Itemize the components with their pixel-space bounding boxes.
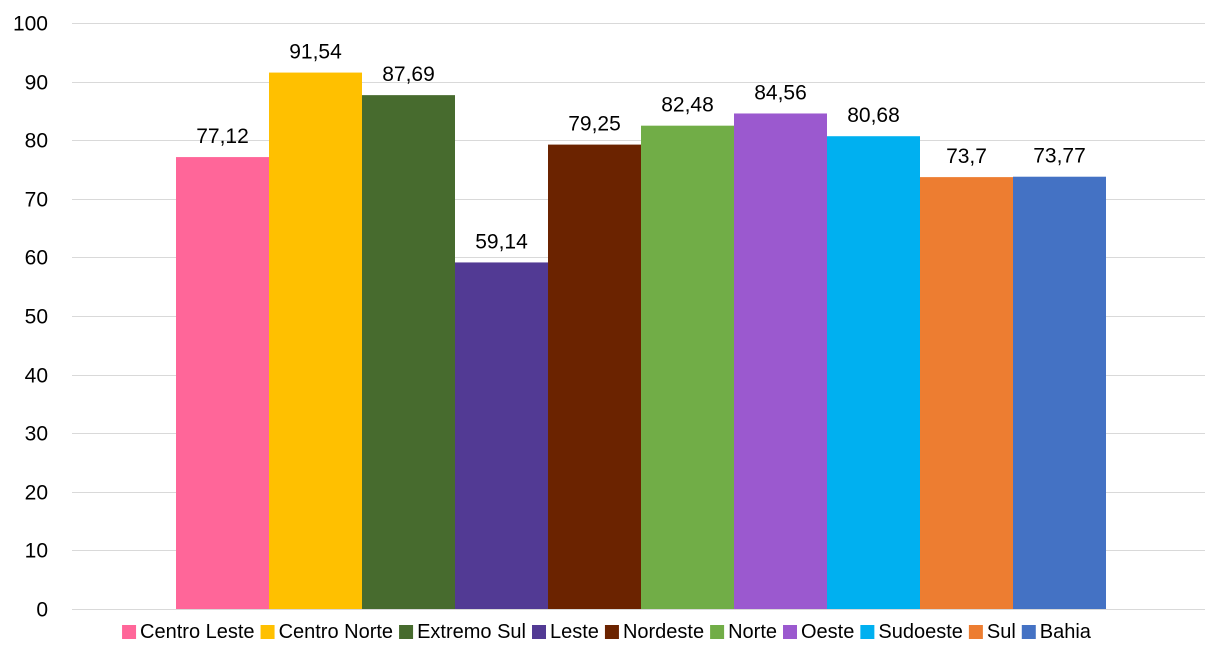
bar-leste xyxy=(455,262,548,609)
bar-norte xyxy=(641,125,734,609)
data-label: 77,12 xyxy=(196,125,249,148)
legend-item-centro-leste: Centro Leste xyxy=(122,621,255,643)
legend-swatch xyxy=(604,625,619,639)
legend-swatch xyxy=(860,625,875,639)
y-tick-label: 30 xyxy=(25,423,48,446)
legend-swatch xyxy=(968,625,983,639)
bar-sudoeste xyxy=(827,136,920,609)
legend-item-nordeste: Nordeste xyxy=(604,621,704,643)
legend-swatch xyxy=(710,625,725,639)
bar-sul xyxy=(920,177,1013,610)
y-axis-tick-labels: 0 10 20 30 40 50 60 70 80 90 100 xyxy=(13,13,48,622)
bar-extremo-sul xyxy=(362,95,455,609)
legend-item-leste: Leste xyxy=(532,621,599,643)
y-tick-label: 50 xyxy=(25,306,48,329)
legend-item-extremo-sul: Extremo Sul xyxy=(399,621,526,643)
legend-label: Centro Leste xyxy=(140,621,255,643)
data-label: 79,25 xyxy=(568,113,621,136)
data-label: 80,68 xyxy=(847,104,900,127)
legend-label: Leste xyxy=(550,621,599,643)
data-label: 84,56 xyxy=(754,81,807,104)
legend-swatch xyxy=(399,625,414,639)
legend-item-bahia: Bahia xyxy=(1021,621,1092,643)
data-label: 87,69 xyxy=(382,63,435,86)
legend-swatch xyxy=(532,625,547,639)
legend-label: Sul xyxy=(987,621,1016,643)
legend-label: Extremo Sul xyxy=(417,621,526,643)
y-tick-label: 0 xyxy=(36,599,48,622)
legend-swatch xyxy=(1021,625,1036,639)
legend: Centro Leste Centro Norte Extremo Sul Leste… xyxy=(122,621,1092,643)
y-tick-label: 80 xyxy=(25,130,48,153)
bars xyxy=(176,72,1106,610)
legend-label: Centro Norte xyxy=(279,621,394,643)
legend-label: Bahia xyxy=(1040,621,1092,643)
legend-label: Oeste xyxy=(801,621,854,643)
y-tick-label: 100 xyxy=(13,13,48,36)
y-tick-label: 40 xyxy=(25,365,48,388)
bar-centro-norte xyxy=(269,72,362,609)
legend-swatch xyxy=(783,625,798,639)
legend-label: Sudoeste xyxy=(878,621,963,643)
legend-label: Norte xyxy=(728,621,777,643)
y-tick-label: 20 xyxy=(25,482,48,505)
bar-nordeste xyxy=(548,144,641,609)
y-tick-label: 60 xyxy=(25,247,48,270)
y-tick-label: 10 xyxy=(25,540,48,563)
data-label: 82,48 xyxy=(661,94,714,117)
legend-item-centro-norte: Centro Norte xyxy=(260,621,394,643)
legend-label: Nordeste xyxy=(623,621,704,643)
legend-item-sul: Sul xyxy=(968,621,1016,643)
legend-item-oeste: Oeste xyxy=(783,621,854,643)
data-label: 59,14 xyxy=(475,230,528,253)
data-label: 91,54 xyxy=(289,41,342,64)
y-tick-label: 90 xyxy=(25,72,48,95)
bar-bahia xyxy=(1013,176,1106,609)
legend-item-norte: Norte xyxy=(710,621,777,643)
data-label: 73,77 xyxy=(1033,145,1086,168)
data-labels: 77,12 91,54 87,69 59,14 79,25 82,48 84,56 80,68… xyxy=(196,41,1086,254)
data-label: 73,7 xyxy=(946,145,987,168)
legend-item-sudoeste: Sudoeste xyxy=(860,621,963,643)
bar-oeste xyxy=(734,113,827,610)
legend-swatch xyxy=(260,625,275,639)
legend-swatch xyxy=(122,625,137,639)
y-tick-label: 70 xyxy=(25,189,48,212)
bar-centro-leste xyxy=(176,157,269,610)
